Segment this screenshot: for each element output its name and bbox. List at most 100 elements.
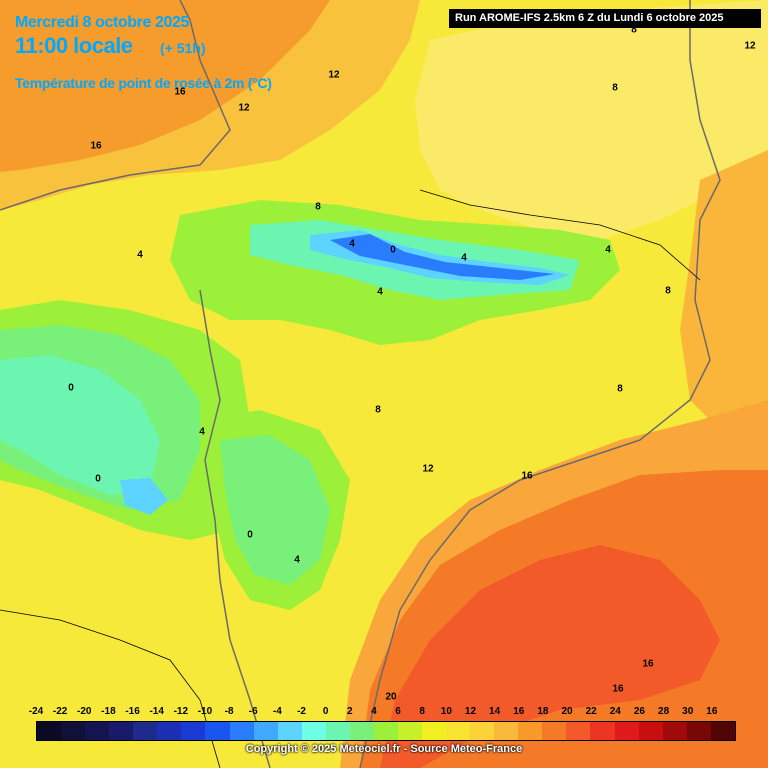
legend-swatch (710, 722, 735, 740)
cold-zone-west (0, 355, 160, 495)
contour-label: 0 (95, 473, 101, 485)
legend-tick-label: -12 (173, 706, 189, 717)
legend-tick-label: 4 (371, 706, 377, 717)
contour-label: 16 (90, 140, 102, 152)
coldest-streak (330, 234, 555, 280)
forecast-time: 11:00 locale (15, 33, 133, 58)
contour-label: 0 (68, 382, 74, 394)
contour-label: 4 (349, 238, 355, 250)
legend-tick-label: 30 (682, 706, 694, 717)
forecast-lead-time: (+ 51h) (160, 40, 206, 56)
legend-swatch (85, 722, 110, 740)
legend-swatch (614, 722, 639, 740)
cold-spot-west (120, 478, 168, 515)
legend-tick-label: -16 (125, 706, 140, 717)
legend-tick-labels: -24 -22 -20 -18 -16 -14 -12 -10 -8 -6 -4 -2 0 2 4 6 8 10 1… (0, 706, 768, 720)
legend-swatch (301, 722, 326, 740)
legend-tick-label: 2 (347, 706, 353, 717)
legend-tick-label: 12 (464, 706, 477, 717)
contour-label: 4 (461, 252, 467, 264)
legend-swatch (205, 722, 230, 740)
legend-swatch (181, 722, 206, 740)
cool-zone-south (220, 435, 330, 585)
legend-tick-label: 18 (537, 706, 549, 717)
legend-swatch (422, 722, 447, 740)
legend-tick-label: 16 (513, 706, 525, 717)
contour-label: 4 (377, 286, 383, 298)
legend-tick-label: 26 (633, 706, 645, 717)
legend-tick-label: -24 (28, 706, 44, 717)
legend-swatch (494, 722, 519, 740)
legend-swatch (37, 722, 62, 740)
legend-tick-label: 10 (440, 706, 452, 717)
border-line-west (199, 289, 271, 768)
legend-tick-label: -2 (297, 706, 306, 717)
legend-swatch (349, 722, 374, 740)
legend-swatch (109, 722, 134, 740)
contour-label: 0 (247, 529, 253, 541)
parameter-title: Température de point de rosée à 2m (°C) (15, 75, 272, 91)
contour-label: 16 (612, 683, 624, 695)
mild-zone-northeast (415, 0, 768, 240)
contour-label: 4 (605, 244, 611, 256)
legend-swatch (566, 722, 591, 740)
contour-label: 8 (612, 82, 618, 94)
contour-label: 16 (521, 470, 533, 482)
legend-tick-label: -14 (149, 706, 164, 717)
legend-swatch (253, 722, 278, 740)
legend-swatch (518, 722, 543, 740)
legend-tick-label: -8 (224, 706, 234, 717)
contour-label: 12 (328, 69, 340, 81)
legend-tick-label: 22 (585, 706, 597, 717)
legend-swatch (325, 722, 350, 740)
legend-swatch (686, 722, 711, 740)
legend-swatch (662, 722, 687, 740)
legend-tick-label: -20 (77, 706, 92, 717)
legend-tick-label: 20 (561, 706, 573, 717)
legend-swatch (638, 722, 663, 740)
legend-tick-label: 24 (609, 706, 621, 717)
legend-tick-label: 8 (419, 706, 425, 717)
legend-swatch (446, 722, 471, 740)
contour-label: 12 (422, 463, 434, 475)
border-line-east (359, 0, 721, 768)
contour-label: 0 (390, 244, 396, 256)
forecast-date: Mercredi 8 octobre 2025 (15, 14, 189, 31)
legend-tick-label: 28 (658, 706, 670, 717)
legend-tick-label: -18 (101, 706, 116, 717)
contour-label: 8 (665, 285, 671, 297)
legend-swatch (157, 722, 182, 740)
color-scale-legend (36, 721, 736, 741)
legend-tick-label: -4 (272, 706, 282, 717)
contour-label: 4 (199, 426, 205, 438)
contour-line (0, 609, 221, 768)
contour-label: 4 (294, 554, 300, 566)
legend-tick-label: 6 (395, 706, 401, 717)
contour-label: 16 (174, 86, 186, 98)
warm-zone-east (680, 150, 768, 430)
contour-label: 12 (238, 102, 250, 114)
hot-zone-northwest (0, 0, 330, 172)
legend-swatch (542, 722, 567, 740)
contour-label: 4 (137, 249, 143, 261)
contour-label: 20 (385, 691, 397, 703)
model-run-info: Run AROME-IFS 2.5km 6 Z du Lundi 6 octob… (449, 9, 761, 28)
legend-swatch (373, 722, 398, 740)
hottest-zone-southeast (380, 545, 720, 768)
legend-tick-label: 14 (489, 706, 501, 717)
legend-swatch (133, 722, 158, 740)
contour-label: 8 (631, 24, 637, 36)
contour-label: 8 (617, 383, 623, 395)
coastline (0, 0, 231, 211)
contour-line (419, 189, 701, 281)
legend-tick-label: 0 (322, 706, 329, 717)
legend-swatch (229, 722, 254, 740)
copyright-credit: Copyright © 2025 Meteociel.fr - Source M… (245, 743, 523, 755)
legend-tick-label: -10 (197, 706, 213, 717)
legend-tick-label: 16 (706, 706, 718, 717)
legend-tick-label: -22 (52, 706, 68, 717)
contour-label: 16 (642, 658, 654, 670)
legend-swatch (277, 722, 302, 740)
